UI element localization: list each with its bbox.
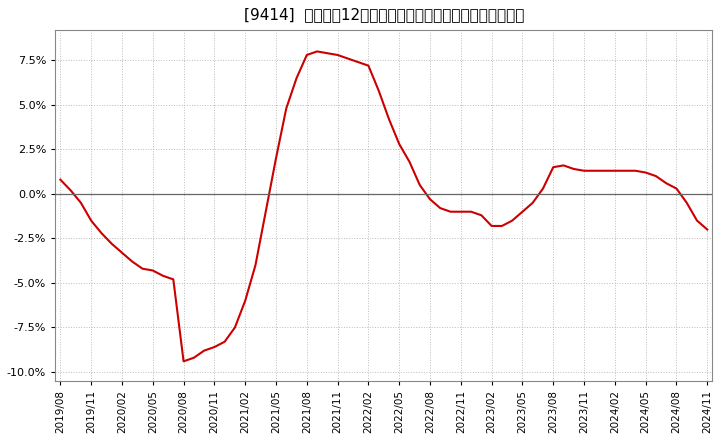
Title: [9414]  売上高の12か月移動合計の対前年同期増減率の推移: [9414] 売上高の12か月移動合計の対前年同期増減率の推移 — [243, 7, 524, 22]
